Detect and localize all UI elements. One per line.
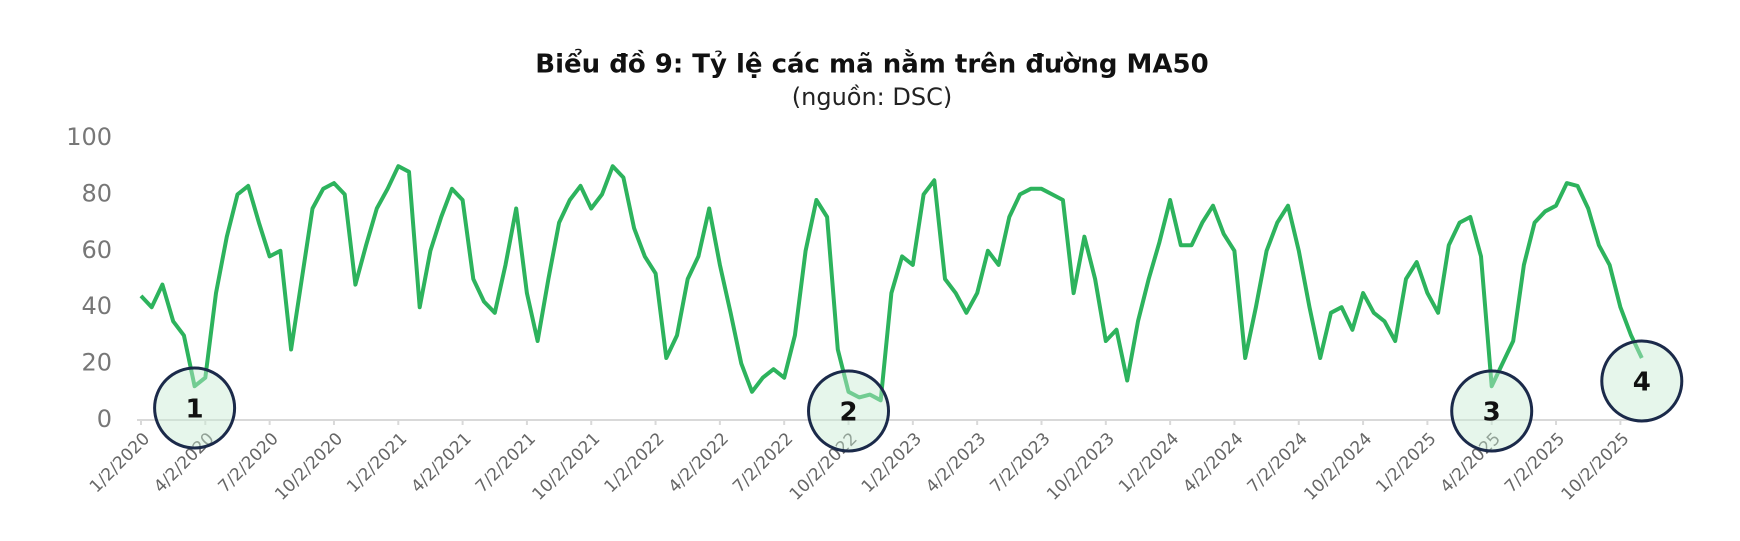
x-tick-label: 7/2/2023 <box>986 429 1054 497</box>
x-tick-label: 4/2/2022 <box>665 429 733 497</box>
y-tick-label: 40 <box>81 292 112 320</box>
annotation-label: 1 <box>186 395 204 425</box>
x-tick-label: 7/2/2020 <box>215 429 283 497</box>
x-tick-label: 1/2/2024 <box>1115 429 1183 497</box>
x-tick-label: 1/2/2022 <box>600 429 668 497</box>
y-tick-label: 0 <box>97 405 112 433</box>
annotation-circle <box>1450 369 1534 453</box>
x-tick-label: 1/2/2021 <box>343 429 411 497</box>
x-tick-label: 10/2/2025 <box>1558 429 1634 505</box>
data-line <box>139 164 1644 403</box>
annotation-label: 4 <box>1633 368 1651 398</box>
annotation-circle <box>153 366 237 450</box>
y-tick-label: 80 <box>81 179 112 207</box>
annotation-circle <box>807 369 891 453</box>
chart-title: Biểu đồ 9: Tỷ lệ các mã nằm trên đường M… <box>535 47 1208 80</box>
chart-subtitle: (nguồn: DSC) <box>792 83 952 111</box>
x-tick-label: 10/2/2021 <box>529 429 605 505</box>
annotation-circle <box>1600 339 1684 423</box>
x-tick-label: 4/2/2023 <box>922 429 990 497</box>
x-tick-label: 1/2/2025 <box>1372 429 1440 497</box>
x-tick-label: 7/2/2022 <box>729 429 797 497</box>
y-tick-label: 100 <box>66 123 112 151</box>
x-tick-label: 7/2/2021 <box>472 429 540 497</box>
y-tick-label: 60 <box>81 236 112 264</box>
x-tick-label: 10/2/2024 <box>1300 429 1376 505</box>
x-tick-label: 10/2/2023 <box>1043 429 1119 505</box>
annotation-label: 3 <box>1483 398 1501 428</box>
x-tick-label: 1/2/2020 <box>86 429 154 497</box>
x-tick-label: 7/2/2024 <box>1244 429 1312 497</box>
y-tick-label: 20 <box>81 349 112 377</box>
x-tick-label: 4/2/2021 <box>408 429 476 497</box>
x-tick-label: 4/2/2024 <box>1179 429 1247 497</box>
annotation-label: 2 <box>839 398 857 428</box>
x-tick-label: 10/2/2020 <box>271 429 347 505</box>
